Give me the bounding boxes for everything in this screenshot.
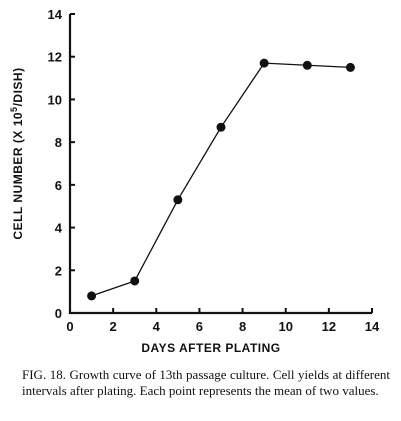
y-axis-label: CELL NUMBER (X 105/DISH) — [9, 67, 25, 239]
axis-lines — [68, 14, 372, 315]
y-axis-label-suffix: /DISH) — [11, 67, 25, 106]
y-tick-label: 4 — [55, 221, 63, 236]
caption-label: FIG. 18. — [22, 367, 66, 382]
x-tick-label: 8 — [239, 319, 246, 334]
y-tick-label: 0 — [55, 306, 62, 321]
data-point — [130, 276, 140, 286]
series-group — [87, 58, 355, 301]
y-axis-label-superscript: 5 — [9, 106, 19, 112]
x-axis-label: DAYS AFTER PLATING — [141, 341, 280, 355]
y-tick-label: 12 — [48, 50, 62, 65]
axes — [68, 14, 372, 315]
data-point — [216, 122, 226, 132]
x-tick-label: 12 — [322, 319, 336, 334]
y-tick-label: 2 — [55, 263, 62, 278]
y-axis-label-main: CELL NUMBER (X 10 — [11, 112, 25, 240]
data-point — [345, 62, 355, 72]
figure-caption: FIG. 18. Growth curve of 13th passage cu… — [22, 367, 390, 399]
y-tick-label: 10 — [48, 92, 62, 107]
caption-text: Growth curve of 13th passage culture. Ce… — [22, 367, 391, 398]
data-point — [87, 291, 97, 301]
data-point — [173, 195, 183, 205]
x-tick-label: 2 — [110, 319, 117, 334]
x-axis-ticks: 0 2 4 6 8 10 12 14 — [66, 308, 380, 334]
series-line — [91, 62, 351, 297]
x-tick-label: 0 — [66, 319, 73, 334]
growth-curve-chart: 0 2 4 6 8 10 12 14 0 2 4 6 8 10 12 14 DAYS AFTER PLATI… — [9, 7, 380, 355]
x-tick-label: 14 — [365, 319, 380, 334]
y-tick-label: 6 — [55, 178, 62, 193]
y-axis-ticks: 0 2 4 6 8 10 12 14 — [48, 7, 75, 321]
data-point — [302, 60, 312, 70]
y-tick-label: 8 — [55, 135, 62, 150]
data-point — [259, 58, 269, 68]
x-tick-label: 10 — [278, 319, 292, 334]
y-tick-label: 14 — [48, 7, 63, 22]
x-tick-label: 4 — [153, 319, 161, 334]
x-tick-label: 6 — [196, 319, 203, 334]
